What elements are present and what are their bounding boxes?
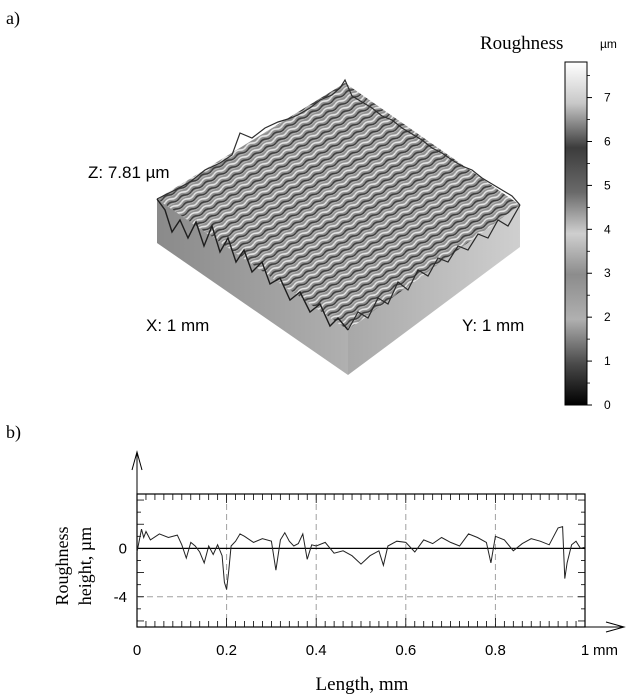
z-axis-label: Z: 7.81 µm — [88, 163, 170, 182]
colorbar-tick-label: 7 — [604, 91, 611, 105]
panel-b-label: b) — [6, 422, 21, 443]
y-axis-title-line1: Roughness — [52, 526, 72, 605]
y-axis-title-line2: height, µm — [75, 527, 95, 605]
colorbar-tick-label: 4 — [604, 222, 611, 236]
y-axis-label-3d: Y: 1 mm — [462, 316, 524, 335]
x-axis-arrowhead — [605, 621, 626, 633]
colorbar-ticks: 0 1 2 3 4 5 6 7 — [587, 75, 611, 412]
profile-line — [136, 525, 586, 590]
surface-ridge-back — [156, 78, 521, 206]
surface-3d — [156, 78, 521, 375]
x-tick-label: 0.2 — [216, 642, 237, 659]
x-tick-label: 0 — [133, 642, 141, 659]
x-tick-label: 0.8 — [485, 642, 506, 659]
x-tick-label: 1 — [581, 642, 589, 659]
panel-a-label: a) — [6, 8, 20, 29]
colorbar-title: Roughness — [480, 33, 563, 54]
surface-front-edge-right — [347, 204, 521, 331]
surface-top — [157, 83, 520, 330]
colorbar-tick-label: 6 — [604, 134, 611, 148]
y-tick-label: 0 — [119, 540, 127, 557]
colorbar-unit: µm — [600, 37, 617, 51]
colorbar-tick-label: 0 — [604, 398, 611, 412]
surface-front-edge — [156, 198, 349, 331]
colorbar-tick-label: 1 — [604, 354, 611, 368]
colorbar-tick-label: 2 — [604, 310, 611, 324]
x-axis-title: Length, mm — [316, 674, 409, 695]
profile-plot: 0 0.2 0.4 0.6 0.8 1 mm 0 -4 — [114, 450, 626, 659]
x-axis-label-3d: X: 1 mm — [146, 316, 209, 335]
colorbar-tick-label: 3 — [604, 266, 611, 280]
x-tick-label: 0.4 — [306, 642, 327, 659]
y-axis-arrowhead — [131, 450, 143, 471]
plot-frame — [136, 493, 586, 628]
colorbar-tick-label: 5 — [604, 178, 611, 192]
x-unit-label: mm — [593, 642, 618, 659]
y-tick-label: -4 — [114, 589, 127, 606]
colorbar — [564, 61, 588, 406]
surface-right-side — [348, 205, 520, 375]
x-tick-label: 0.6 — [395, 642, 416, 659]
